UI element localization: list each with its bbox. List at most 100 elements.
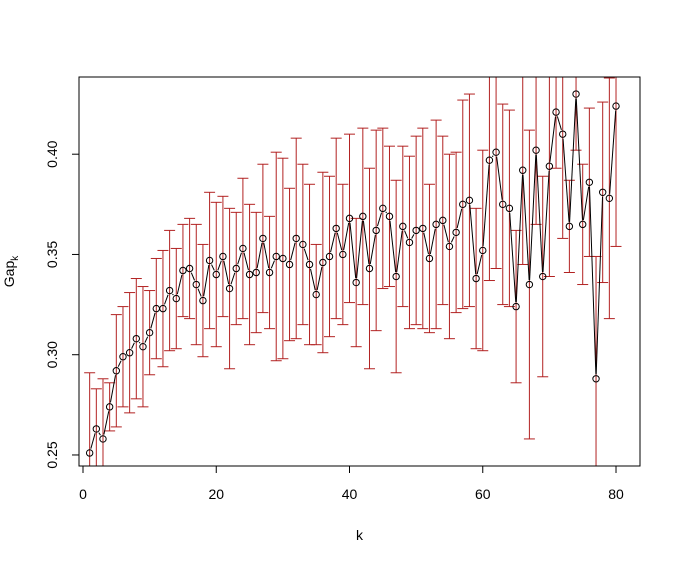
series-line-segment [109, 375, 116, 403]
data-point [145, 328, 154, 337]
data-point [292, 234, 300, 243]
data-point [385, 212, 394, 221]
data-point [425, 254, 434, 263]
series-line-segment [456, 208, 463, 229]
data-point [432, 220, 440, 229]
y-tick-label: 0.25 [44, 441, 60, 468]
data-point [365, 264, 374, 273]
series-line-segment [476, 254, 483, 275]
x-tick-label: 0 [79, 486, 87, 502]
data-point [552, 108, 560, 116]
series-line-segment [496, 156, 503, 200]
series-line-segment [443, 224, 449, 243]
series-line-segment [117, 360, 122, 367]
data-point [99, 435, 107, 443]
error-bars [84, 77, 622, 466]
series-line-segment [469, 204, 477, 275]
data-point [105, 403, 114, 411]
data-point [279, 254, 287, 263]
series-line-segment [343, 222, 350, 251]
data-point [192, 280, 200, 289]
series-line-segment [356, 220, 363, 279]
series-line-segment [385, 211, 387, 214]
series-line-segment [211, 264, 215, 271]
y-tick-label: 0.35 [44, 241, 60, 268]
series-line-segment [176, 274, 183, 295]
data-point [112, 367, 121, 375]
data-point [179, 266, 187, 275]
data-point [239, 244, 247, 253]
x-axis-label: k [356, 527, 364, 543]
series-line-segment [349, 222, 357, 279]
data-point [312, 290, 320, 299]
data-point [405, 238, 414, 247]
data-point [479, 246, 487, 255]
series-line-segment [217, 260, 222, 271]
data-point [532, 146, 540, 154]
data-point [299, 240, 307, 249]
series-line-segment [404, 230, 409, 239]
series-line-segment [569, 98, 577, 222]
data-point [199, 296, 207, 305]
data-point [232, 264, 240, 273]
data-point [612, 102, 620, 110]
series-line-segment [535, 154, 543, 273]
y-axis-label-main: Gap [1, 261, 17, 288]
series-line-segment [575, 98, 583, 220]
x-tick-label: 40 [342, 486, 358, 502]
series-line-segment [549, 116, 556, 162]
data-point [399, 222, 407, 231]
series-line-segment [376, 212, 382, 227]
series-line-segment [589, 186, 597, 375]
data-point [85, 449, 94, 457]
data-point [592, 375, 600, 383]
data-point [412, 226, 420, 235]
series-line-segment [330, 232, 336, 253]
data-point [579, 220, 587, 229]
series-line-segment [103, 411, 110, 435]
data-points [85, 90, 620, 457]
data-point [219, 252, 227, 261]
series-line-group [90, 98, 617, 449]
data-point [598, 188, 607, 196]
series-line-segment [423, 232, 429, 255]
data-point [92, 425, 101, 433]
series-line-segment [230, 272, 236, 285]
data-point [119, 353, 127, 361]
data-point [172, 294, 180, 303]
series-line-segment [491, 155, 494, 158]
data-point [485, 156, 494, 164]
data-point [139, 342, 147, 351]
data-point [439, 216, 447, 225]
series-line-segment [98, 432, 101, 436]
data-point [205, 256, 214, 265]
data-point [465, 196, 474, 205]
data-point [565, 222, 574, 231]
data-point [452, 228, 460, 237]
series-line-segment [396, 230, 403, 273]
data-point [132, 334, 140, 343]
data-point [419, 224, 427, 233]
data-point [125, 349, 134, 357]
series-line-segment [256, 242, 263, 269]
data-point [225, 284, 234, 293]
series-line-segment [290, 242, 296, 261]
data-point [605, 194, 614, 203]
series-line-segment [172, 293, 174, 296]
series-line-segment [131, 342, 135, 349]
data-point [345, 214, 354, 223]
data-point [185, 264, 194, 273]
data-point [379, 204, 387, 213]
data-point [372, 226, 380, 235]
data-point [519, 166, 527, 174]
series-line-segment [542, 170, 550, 273]
series-line-segment [144, 336, 149, 343]
series-line-segment [609, 110, 617, 194]
data-point [512, 302, 520, 311]
series-line-segment [197, 288, 202, 297]
series-line-segment [190, 272, 195, 281]
y-axis: 0.25 0.30 0.35 0.40 [44, 140, 80, 469]
data-point [339, 250, 347, 259]
series-line-segment [411, 234, 415, 239]
series-line-segment [336, 232, 343, 251]
